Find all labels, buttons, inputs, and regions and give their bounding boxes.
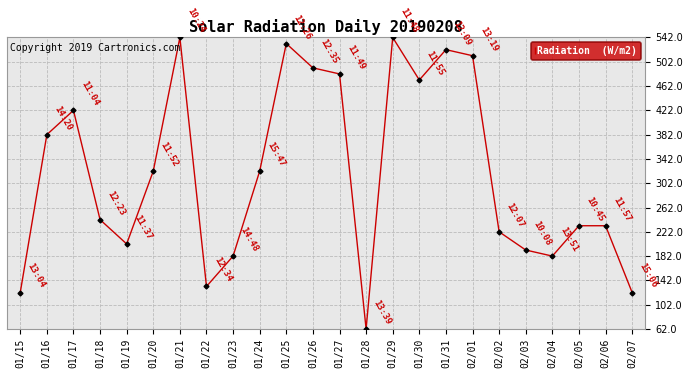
Text: 14:20: 14:20 <box>52 104 74 132</box>
Text: 13:04: 13:04 <box>26 262 47 290</box>
Text: 12:26: 12:26 <box>292 13 313 41</box>
Text: 11:49: 11:49 <box>345 44 366 71</box>
Title: Solar Radiation Daily 20190208: Solar Radiation Daily 20190208 <box>189 19 463 35</box>
Legend: Radiation  (W/m2): Radiation (W/m2) <box>531 42 640 60</box>
Text: 11:57: 11:57 <box>611 195 632 223</box>
Text: 10:24: 10:24 <box>186 7 207 35</box>
Text: 12:34: 12:34 <box>212 256 233 284</box>
Text: 11:37: 11:37 <box>132 213 153 241</box>
Text: 12:23: 12:23 <box>106 189 127 217</box>
Text: 13:39: 13:39 <box>372 298 393 326</box>
Text: 11:52: 11:52 <box>159 141 180 168</box>
Text: 11:55: 11:55 <box>425 50 446 77</box>
Text: 15:47: 15:47 <box>265 141 286 168</box>
Text: 12:35: 12:35 <box>319 37 339 65</box>
Text: 13:19: 13:19 <box>478 25 500 53</box>
Text: 10:08: 10:08 <box>531 219 553 247</box>
Text: 11:48: 11:48 <box>398 7 420 35</box>
Text: 12:09: 12:09 <box>451 19 473 47</box>
Text: 10:45: 10:45 <box>584 195 606 223</box>
Text: Copyright 2019 Cartronics.com: Copyright 2019 Cartronics.com <box>10 44 181 53</box>
Text: 14:48: 14:48 <box>239 225 260 254</box>
Text: 15:06: 15:06 <box>638 262 659 290</box>
Text: 11:04: 11:04 <box>79 80 100 108</box>
Text: 13:51: 13:51 <box>558 225 579 254</box>
Text: 12:07: 12:07 <box>504 201 526 229</box>
